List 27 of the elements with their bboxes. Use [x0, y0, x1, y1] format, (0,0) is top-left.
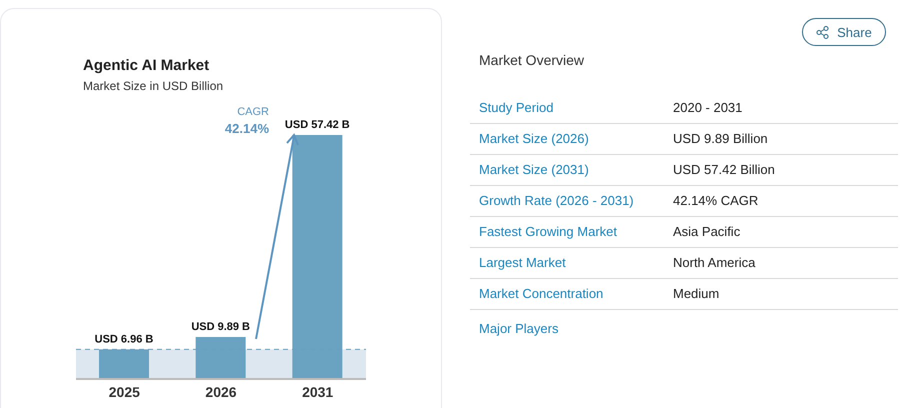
- text: Largest Market: [479, 255, 566, 270]
- x-tick-label: 2026: [205, 384, 237, 400]
- annotation: 42.14%: [224, 121, 269, 136]
- data-label: USD 9.89 B: [191, 320, 250, 333]
- text: Growth Rate (2026 - 2031): [479, 193, 634, 208]
- text: Share: [837, 24, 872, 40]
- text: North America: [673, 255, 756, 270]
- text: Market Size (2026): [479, 131, 589, 146]
- text: 2020 - 2031: [673, 100, 742, 115]
- text: CAGR: [237, 106, 269, 118]
- chart-title: Agentic AI Market: [83, 57, 210, 74]
- text: Study Period: [479, 100, 554, 115]
- text: Fastest Growing Market: [479, 224, 617, 239]
- text: 42.14% CAGR: [673, 193, 758, 208]
- chart-subtitle: Market Size in USD Billion: [83, 79, 224, 93]
- text: Market Concentration: [479, 286, 604, 301]
- text: USD 57.42 Billion: [673, 162, 775, 177]
- text: Asia Pacific: [673, 224, 740, 239]
- text: Major Players: [479, 321, 558, 336]
- text: Medium: [673, 286, 720, 301]
- data-label: USD 6.96 B: [94, 333, 154, 346]
- data-label: USD 57.42 B: [284, 118, 350, 131]
- x-tick-label: 2025: [108, 384, 140, 400]
- text: USD 9.89 Billion: [673, 131, 768, 146]
- text: Market Overview: [479, 52, 584, 68]
- text: Market Size (2031): [479, 162, 589, 177]
- x-tick-label: 2031: [302, 384, 334, 400]
